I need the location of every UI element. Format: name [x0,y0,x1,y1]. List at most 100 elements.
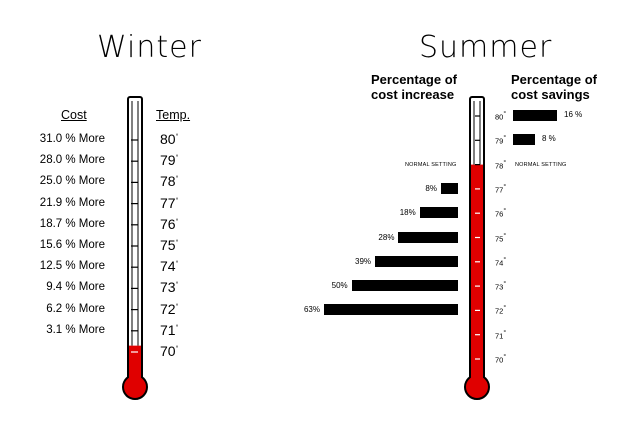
summer-temp-80: 80° [495,111,506,122]
summer-temp-73: 73° [495,281,506,292]
winter-temp-value: 78 [160,173,176,190]
degree-symbol: ° [175,218,179,226]
summer-temp-value: 75 [495,234,504,243]
winter-temp-70: 70° [160,343,178,359]
winter-temp-value: 70 [160,343,176,359]
summer-temp-value: 77 [495,185,504,195]
degree-symbol: ° [503,281,507,289]
summer-temp-74: 74° [495,257,506,268]
winter-cost-73: 9.4 % More [46,281,105,294]
winter-temp-77: 77° [160,195,178,211]
mercury-column [471,164,483,379]
savings-label-80: 16 % [564,110,583,119]
degree-symbol: ° [175,324,179,332]
summer-temp-value: 79 [495,136,504,146]
increase-bar-73 [351,280,458,292]
winter-temp-71: 71° [160,322,178,338]
degree-symbol: ° [175,133,179,141]
increase-bar-76 [419,207,458,219]
degree-symbol: ° [503,305,507,313]
degree-symbol: ° [175,260,179,268]
winter-temp-value: 73 [160,279,176,296]
degree-symbol: ° [503,135,507,143]
summer-increase-header: Percentage of cost increase [371,72,457,102]
winter-cost-72: 6.2 % More [46,302,105,315]
summer-temp-value: 74 [495,258,504,268]
winter-temp-header: Temp. [156,108,191,122]
winter-title: Winter [97,30,202,65]
degree-symbol: ° [503,159,507,167]
savings-bar-79 [513,134,535,146]
increase-label-74: 39% [355,256,372,266]
savings-bar-80 [513,110,557,121]
summer-thermometer [464,96,490,400]
bulb-neck [129,369,141,383]
winter-temp-value: 79 [160,152,176,169]
degree-symbol: ° [503,256,507,264]
summer-temp-72: 72° [495,305,506,316]
winter-temp-74: 74° [160,258,178,274]
winter-cost-78: 25.0 % More [39,175,105,188]
degree-symbol: ° [503,232,507,240]
increase-bar-75 [398,231,458,243]
winter-temp-value: 71 [160,321,176,338]
increase-label-77: 8% [425,183,437,193]
summer-temp-value: 78 [495,161,504,171]
winter-cost-80: 31.0 % More [39,133,105,145]
increase-bar-72 [324,304,458,316]
winter-temp-value: 72 [160,300,176,317]
normal-setting-right: NORMAL SETTING [515,161,567,168]
winter-thermometer [122,96,148,400]
summer-temp-value: 70 [495,355,504,365]
winter-temp-value: 76 [160,215,176,232]
increase-label-76: 18% [399,208,416,218]
degree-symbol: ° [503,183,507,191]
winter-temp-73: 73° [160,279,178,295]
winter-temp-75: 75° [160,237,178,253]
winter-temp-value: 74 [160,258,176,275]
winter-cost-header: Cost [61,108,87,122]
winter-cost-77: 21.9 % More [39,196,105,209]
winter-temp-72: 72° [160,301,178,317]
summer-temp-75: 75° [495,233,506,244]
winter-temp-value: 80 [160,131,176,147]
summer-title: Summer [419,30,553,65]
degree-symbol: ° [175,154,179,162]
degree-symbol: ° [503,329,507,337]
summer-temp-value: 71 [495,331,504,341]
summer-temp-value: 80 [495,112,504,122]
degree-symbol: ° [503,111,507,118]
degree-symbol: ° [503,208,507,216]
degree-symbol: ° [175,345,179,353]
increase-bar-74 [375,255,458,267]
winter-temp-76: 76° [160,216,178,232]
winter-temp-78: 78° [160,173,178,189]
summer-temp-value: 72 [495,306,504,316]
winter-cost-76: 18.7 % More [39,217,105,230]
summer-temp-70: 70° [495,354,506,365]
increase-bar-77 [440,182,458,194]
winter-cost-75: 15.6 % More [39,239,105,251]
summer-temp-value: 76 [495,209,504,219]
normal-setting-left: NORMAL SETTING [405,161,457,168]
degree-symbol: ° [175,196,179,204]
degree-symbol: ° [503,354,507,361]
summer-temp-71: 71° [495,330,506,341]
winter-cost-74: 12.5 % More [39,260,105,273]
winter-temp-value: 77 [160,194,176,211]
savings-label-79: 8 % [542,134,556,144]
degree-symbol: ° [175,281,179,289]
summer-temp-77: 77° [495,184,506,195]
winter-temp-80: 80° [160,131,178,147]
thermometer-inner [132,101,138,377]
winter-temp-79: 79° [160,152,178,168]
summer-temp-value: 73 [495,282,504,292]
increase-label-73: 50% [331,281,348,291]
summer-temp-78: 78° [495,160,506,171]
summer-temp-76: 76° [495,208,506,219]
increase-label-72: 63% [303,305,320,315]
degree-symbol: ° [175,175,179,183]
degree-symbol: ° [175,239,179,247]
winter-cost-79: 28.0 % More [39,154,105,167]
increase-label-75: 28% [378,232,395,242]
